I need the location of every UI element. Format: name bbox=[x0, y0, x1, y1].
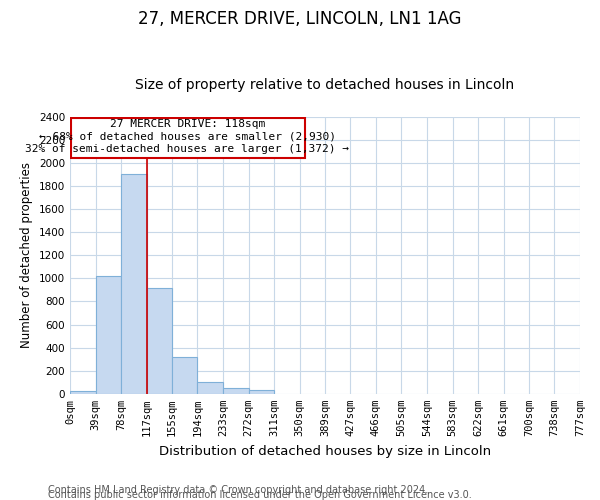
Bar bbox=[121, 174, 147, 394]
Text: ← 68% of detached houses are smaller (2,930): ← 68% of detached houses are smaller (2,… bbox=[39, 132, 336, 141]
Bar bbox=[172, 357, 197, 394]
Text: 27, MERCER DRIVE, LINCOLN, LN1 1AG: 27, MERCER DRIVE, LINCOLN, LN1 1AG bbox=[138, 10, 462, 28]
X-axis label: Distribution of detached houses by size in Lincoln: Distribution of detached houses by size … bbox=[159, 444, 491, 458]
Bar bbox=[248, 390, 274, 394]
Bar bbox=[197, 382, 223, 394]
Bar bbox=[147, 288, 172, 394]
Bar bbox=[70, 392, 95, 394]
Y-axis label: Number of detached properties: Number of detached properties bbox=[20, 162, 34, 348]
Text: 27 MERCER DRIVE: 118sqm: 27 MERCER DRIVE: 118sqm bbox=[110, 118, 265, 128]
Bar bbox=[71, 118, 305, 158]
Bar bbox=[95, 276, 121, 394]
Bar bbox=[223, 388, 248, 394]
Text: Contains HM Land Registry data © Crown copyright and database right 2024.: Contains HM Land Registry data © Crown c… bbox=[48, 485, 428, 495]
Text: 32% of semi-detached houses are larger (1,372) →: 32% of semi-detached houses are larger (… bbox=[25, 144, 349, 154]
Title: Size of property relative to detached houses in Lincoln: Size of property relative to detached ho… bbox=[136, 78, 515, 92]
Text: Contains public sector information licensed under the Open Government Licence v3: Contains public sector information licen… bbox=[48, 490, 472, 500]
